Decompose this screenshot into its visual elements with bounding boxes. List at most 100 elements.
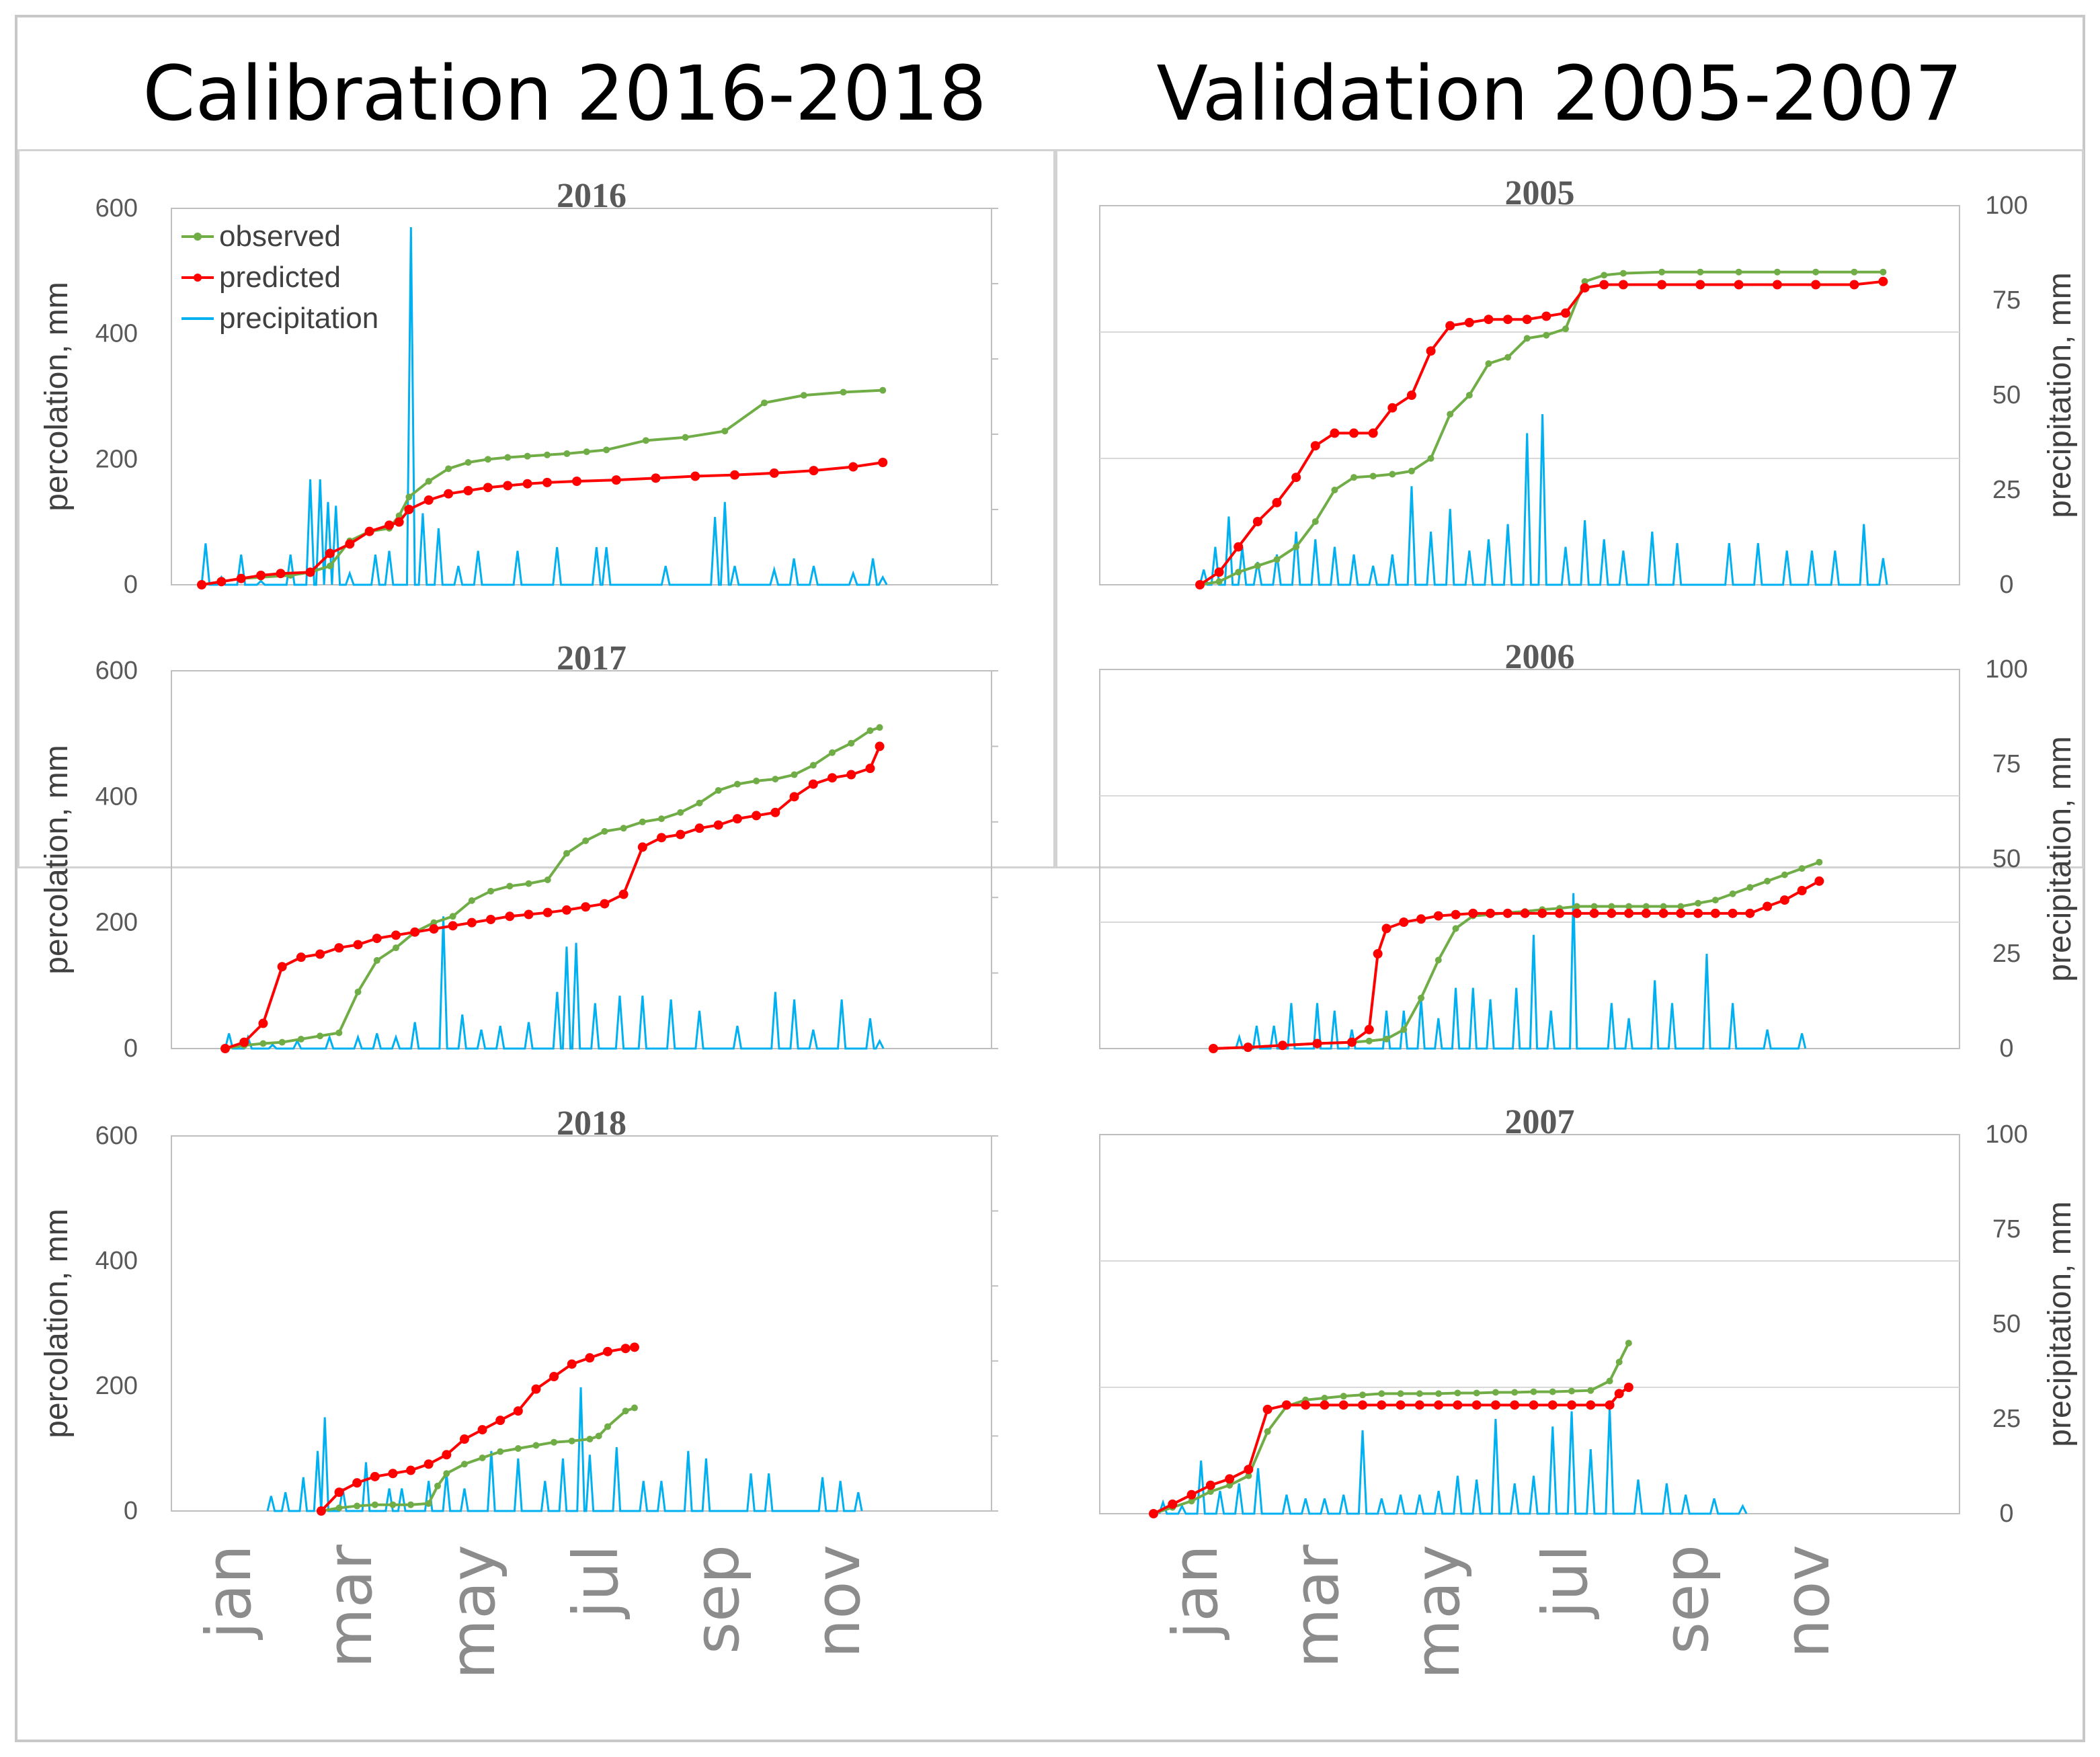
point-predicted <box>1618 280 1628 290</box>
point-observed <box>568 1437 575 1444</box>
point-observed <box>1619 270 1627 277</box>
point-observed <box>465 459 472 466</box>
point-predicted <box>561 905 571 915</box>
point-observed <box>761 399 768 407</box>
point-predicted <box>1291 473 1301 483</box>
point-observed <box>583 448 590 456</box>
point-predicted <box>1541 311 1551 321</box>
point-predicted <box>875 741 885 751</box>
point-observed <box>876 724 883 731</box>
point-observed <box>1383 1035 1390 1043</box>
point-predicted <box>1693 908 1703 918</box>
series-observed <box>1199 270 1884 586</box>
y-axis-label: percolation, mm <box>39 745 75 974</box>
point-observed <box>425 1500 432 1507</box>
point-observed <box>715 786 722 794</box>
point-observed <box>297 1035 305 1043</box>
point-predicted <box>1560 308 1570 318</box>
y-tick-label: 600 <box>95 657 138 685</box>
point-observed <box>1642 903 1650 910</box>
point-observed <box>1378 1390 1385 1397</box>
point-predicted <box>429 924 439 934</box>
point-observed <box>354 1502 361 1510</box>
point-predicted <box>404 505 414 514</box>
point-predicted <box>1586 1400 1596 1410</box>
y2-tick-label: 0 <box>1999 1034 2013 1063</box>
point-observed <box>524 452 531 460</box>
point-predicted <box>1252 517 1262 526</box>
point-predicted <box>197 580 206 589</box>
point-observed <box>1601 272 1608 279</box>
point-observed <box>1365 1037 1373 1045</box>
point-observed <box>1350 474 1358 481</box>
point-predicted <box>444 489 454 499</box>
point-predicted <box>1811 280 1821 290</box>
point-predicted <box>394 517 404 527</box>
chart-2006: 0 25 50 75 100 2006 precipitation, mm <box>1099 638 2078 1063</box>
point-observed <box>1452 925 1459 932</box>
point-predicted <box>752 811 762 821</box>
series-precipitation <box>1158 1407 1748 1515</box>
point-observed <box>1273 556 1281 563</box>
chart-2018: 0 200 400 600 2018 percolation, mm <box>39 1104 998 1525</box>
plot-area <box>1099 1134 1960 1514</box>
point-predicted <box>1614 1389 1624 1399</box>
point-observed <box>1504 354 1512 361</box>
y2-tick-label: 25 <box>1992 1405 2021 1433</box>
point-observed <box>1746 884 1754 891</box>
point-observed <box>563 450 571 457</box>
chart-title: 2017 <box>557 639 627 678</box>
point-observed <box>335 1504 343 1512</box>
point-predicted <box>1772 280 1782 290</box>
point-observed <box>879 386 887 394</box>
point-observed <box>586 1436 594 1443</box>
point-observed <box>1530 1388 1537 1395</box>
point-predicted <box>1580 283 1590 293</box>
point-observed <box>1226 1481 1234 1489</box>
point-predicted <box>1599 280 1609 290</box>
y-tick-label: 0 <box>124 571 138 599</box>
point-predicted <box>1399 917 1409 927</box>
point-predicted <box>770 807 780 817</box>
point-predicted <box>808 779 818 789</box>
y2-tick-label: 75 <box>1992 750 2021 778</box>
point-observed <box>487 887 495 895</box>
point-observed <box>631 1404 638 1412</box>
point-observed <box>603 446 610 454</box>
point-predicted <box>542 907 553 917</box>
point-predicted <box>1205 1480 1215 1490</box>
point-predicted <box>1406 391 1416 400</box>
plot-area <box>1099 669 1960 1049</box>
point-observed <box>772 776 779 783</box>
point-observed <box>1523 335 1531 342</box>
point-predicted <box>1572 908 1582 918</box>
point-observed <box>445 465 452 473</box>
point-predicted <box>1373 949 1383 958</box>
point-observed <box>1677 903 1685 910</box>
point-predicted <box>467 917 477 928</box>
point-observed <box>543 451 551 458</box>
point-observed <box>479 1454 486 1461</box>
point-predicted <box>585 1353 595 1363</box>
point-predicted <box>1312 1038 1322 1049</box>
point-predicted <box>459 1434 469 1444</box>
series-predicted <box>201 461 883 586</box>
point-observed <box>1331 487 1338 493</box>
point-predicted <box>1234 542 1244 552</box>
point-observed <box>604 1423 611 1430</box>
point-observed <box>753 777 760 784</box>
point-predicted <box>1387 403 1398 413</box>
point-observed <box>1215 578 1223 585</box>
point-predicted <box>1567 1400 1577 1410</box>
point-observed <box>1880 268 1887 276</box>
series-observed <box>225 726 881 1050</box>
point-observed <box>1816 858 1823 866</box>
point-predicted <box>1262 1404 1273 1414</box>
point-predicted <box>629 1342 639 1352</box>
point-observed <box>1485 360 1492 367</box>
point-predicted <box>690 471 700 481</box>
chart-title: 2007 <box>1505 1103 1575 1141</box>
point-predicted <box>1537 908 1547 918</box>
point-observed <box>443 1470 450 1477</box>
